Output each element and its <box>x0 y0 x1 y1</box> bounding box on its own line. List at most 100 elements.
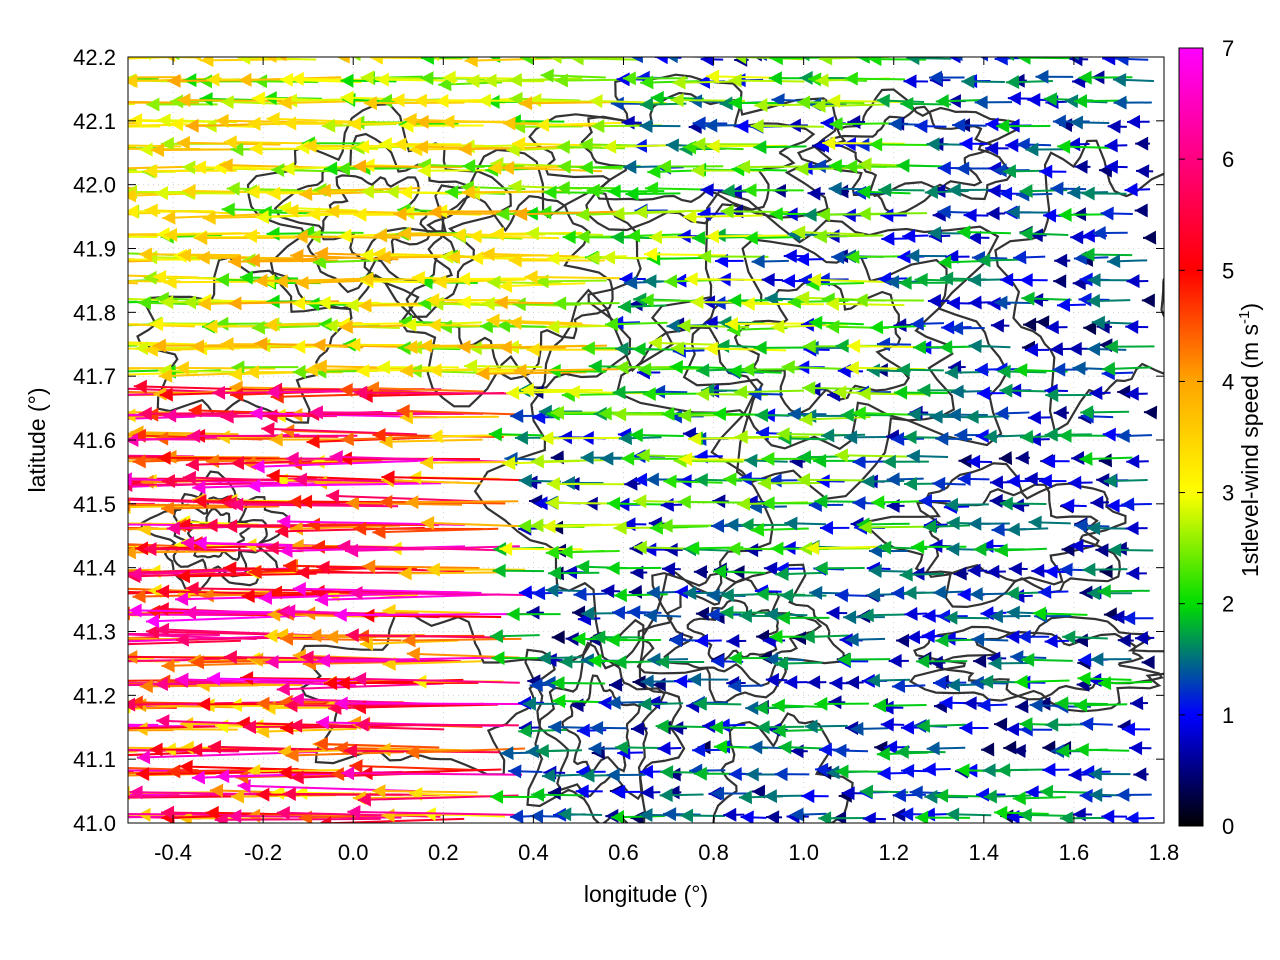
wind-vector-head <box>1023 317 1037 332</box>
wind-vector-head <box>345 298 359 313</box>
wind-vector-head <box>339 382 353 397</box>
wind-vector-head <box>706 588 720 603</box>
wind-vector-head <box>261 422 275 437</box>
wind-vector <box>164 232 261 237</box>
wind-vector-head <box>771 698 786 713</box>
wind-vector-head <box>166 521 180 536</box>
wind-vector-head <box>1090 652 1104 667</box>
wind-vector <box>461 143 541 148</box>
wind-vector <box>329 455 506 463</box>
wind-vector-head <box>16 789 29 803</box>
wind-vector-head <box>666 57 678 64</box>
wind-vector-head <box>929 655 943 670</box>
wind-vector-head <box>1062 630 1076 645</box>
wind-vector-head <box>135 341 149 356</box>
wind-vector-head <box>1104 138 1118 153</box>
wind-vector-head <box>615 360 629 375</box>
wind-vector-head <box>160 136 174 151</box>
wind-vector-head <box>53 678 66 692</box>
contour-line <box>186 507 252 562</box>
wind-vector-head <box>347 337 361 352</box>
wind-vector-head <box>106 522 119 536</box>
wind-vector-head <box>182 160 196 175</box>
wind-vector-head <box>968 516 982 531</box>
wind-vector <box>128 613 255 617</box>
wind-vector <box>279 545 466 553</box>
wind-vector-head <box>220 337 234 352</box>
wind-vector-head <box>282 604 296 619</box>
wind-vector-head <box>924 185 939 200</box>
wind-vector-head <box>476 366 490 381</box>
wind-vector-head <box>740 518 754 533</box>
wind-vector-head <box>86 517 99 531</box>
wind-vector-head <box>900 96 914 111</box>
y-tick-label: 41.7 <box>73 364 116 389</box>
wind-vector-head <box>935 94 949 109</box>
wind-vector-head <box>300 650 314 665</box>
wind-vector-head <box>518 585 533 600</box>
wind-vector-head <box>1052 114 1066 129</box>
wind-vector-head <box>926 741 940 756</box>
wind-vector-head <box>712 228 726 243</box>
wind-vector-head <box>623 159 637 174</box>
wind-vector <box>128 657 140 660</box>
wind-vector-head <box>625 186 639 201</box>
wind-vector-head <box>1000 272 1014 287</box>
wind-vector-head <box>216 769 230 784</box>
wind-vector-head <box>1122 611 1136 626</box>
wind-vector-head <box>275 524 289 539</box>
wind-vector-head <box>0 540 12 554</box>
wind-vector-head <box>566 385 580 400</box>
wind-vector-head <box>1050 181 1064 196</box>
wind-vector <box>522 53 603 54</box>
wind-vector-head <box>881 231 895 246</box>
wind-vector-head <box>535 117 550 132</box>
wind-vector-head <box>278 765 292 780</box>
wind-vector-head <box>113 606 126 620</box>
wind-vector-head <box>835 338 849 353</box>
wind-vector-head <box>552 694 566 709</box>
wind-vector-head <box>59 96 72 110</box>
wind-vector-head <box>1027 410 1041 425</box>
wind-vector-head <box>265 541 279 556</box>
wind-vector-head <box>670 341 685 356</box>
wind-vector-head <box>73 543 86 557</box>
wind-vector-head <box>932 183 946 198</box>
wind-vector-head <box>932 476 946 491</box>
wind-vector <box>128 211 161 215</box>
wind-vector-head <box>517 519 532 534</box>
wind-vector-head <box>644 247 658 262</box>
wind-vector-head <box>150 142 164 157</box>
wind-vector-head <box>1055 696 1069 711</box>
wind-vector <box>347 810 520 816</box>
wind-vector-head <box>1005 138 1019 153</box>
wind-vector-head <box>880 717 894 732</box>
wind-vector-head <box>545 583 559 598</box>
wind-vector-head <box>956 763 970 778</box>
wind-vector-head <box>1079 272 1093 287</box>
wind-vector-head <box>488 427 503 442</box>
wind-vector-head <box>96 540 109 554</box>
wind-vector-head <box>1029 228 1044 243</box>
wind-vector-head <box>296 565 310 580</box>
wind-vector-head <box>636 448 650 463</box>
wind-vector-head <box>341 766 355 781</box>
wind-vector-head <box>266 294 280 309</box>
wind-vector-head <box>145 57 151 61</box>
wind-vector-head <box>816 474 830 489</box>
wind-vector-head <box>59 634 72 648</box>
wind-vector-head <box>807 186 821 201</box>
wind-vector-head <box>92 790 105 804</box>
wind-vector-head <box>778 740 792 755</box>
wind-vector-head <box>379 494 393 509</box>
wind-vector-head <box>381 470 395 485</box>
wind-vector <box>380 478 482 485</box>
wind-vector-head <box>490 226 505 241</box>
wind-vector-head <box>611 810 625 823</box>
wind-vector-head <box>897 249 911 264</box>
wind-vector-head <box>844 159 858 174</box>
wind-vector-head <box>59 450 72 464</box>
wind-vector-head <box>376 360 390 375</box>
wind-vector-head <box>999 383 1013 398</box>
wind-vector-head <box>957 587 971 602</box>
